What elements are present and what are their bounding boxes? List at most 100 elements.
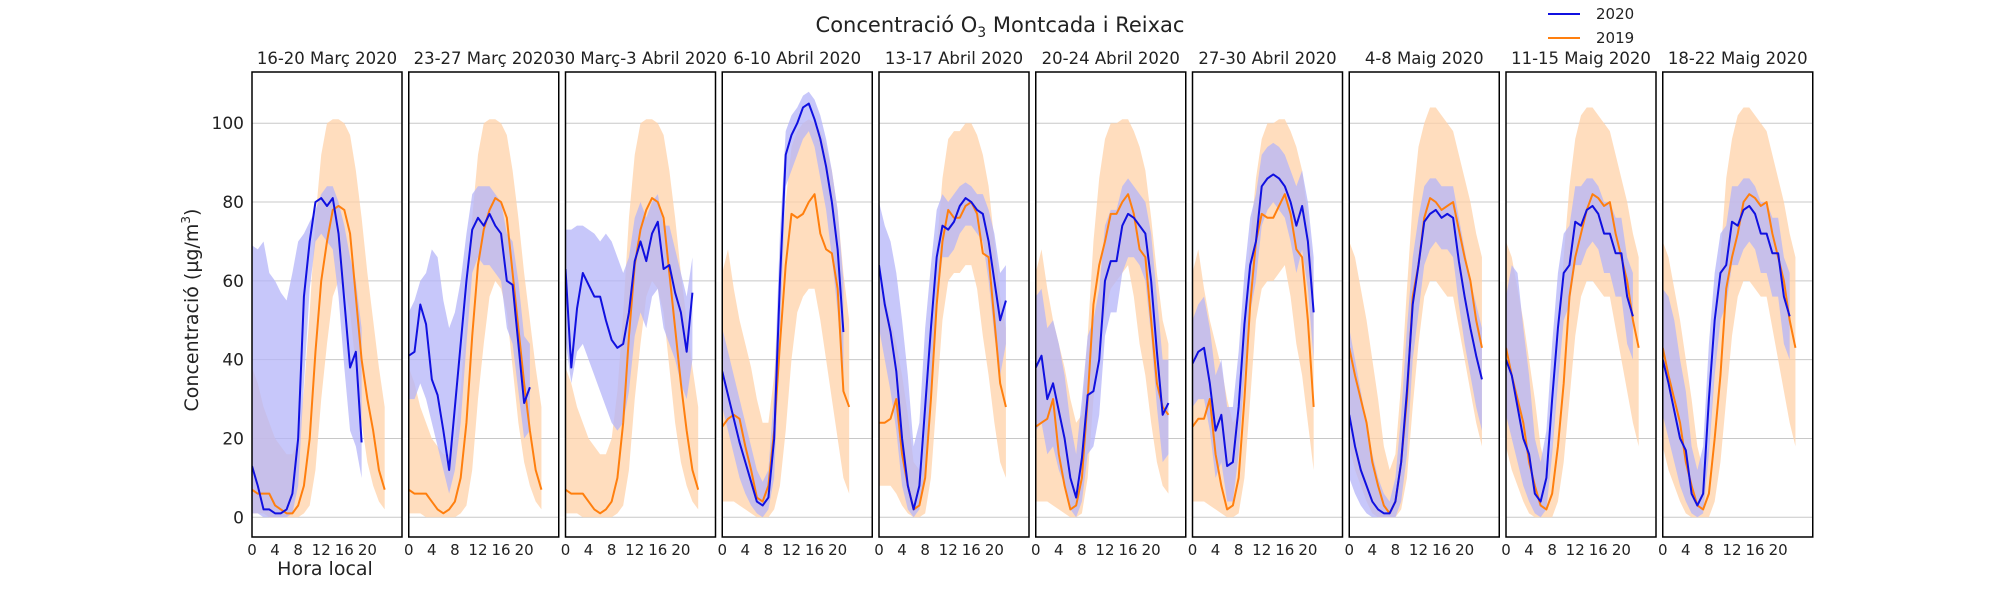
x-tick-label: 0 [404,541,414,559]
band-2020 [252,186,362,518]
x-tick-label: 16 [1119,541,1138,559]
band-2020 [408,186,530,494]
x-tick-label: 4 [1368,541,1378,559]
panel-8: 4-8 Maig 2020 0 4 8 12 16 20 [1344,49,1500,559]
x-tick-label: 12 [1566,541,1585,559]
band-2020 [879,182,1006,518]
band-2020 [1035,178,1169,518]
y-tick-label: 40 [222,351,244,371]
x-tick-label: 4 [1054,541,1064,559]
x-tick-label: 0 [1658,541,1668,559]
x-tick-label: 20 [828,541,847,559]
panel-frame [878,71,1030,538]
panel-frame [1505,71,1657,538]
band-2019 [408,119,542,518]
line-2020 [1192,173,1315,468]
x-tick-label: 20 [515,541,534,559]
x-tick-label: 16 [805,541,824,559]
band-2019 [1192,119,1314,518]
panel-plot-area [1506,107,1656,518]
panel-frame [721,71,873,538]
panel-plot-area [1349,107,1500,518]
y-axis-label: Concentració (µg/m3) [179,209,203,412]
y-tick-label: 0 [233,508,244,528]
x-tick-label: 8 [1234,541,1244,559]
panel-title: 23-27 Març 2020 [414,49,554,68]
x-tick-label: 20 [671,541,690,559]
x-tick-label: 16 [1589,541,1608,559]
y-tick-label: 100 [212,114,244,134]
x-tick-label: 8 [293,541,303,559]
x-tick-label: 4 [427,541,437,559]
x-tick-label: 0 [1501,541,1511,559]
x-tick-label: 8 [450,541,460,559]
x-tick-label: 8 [764,541,774,559]
panel-plot-area [565,119,716,518]
panel-plot-area [722,91,873,518]
panel-title: 20-24 Abril 2020 [1042,49,1180,68]
x-tick-label: 12 [1722,541,1741,559]
x-tick-label: 12 [468,541,487,559]
panel-frame [1348,71,1500,538]
x-tick-label: 0 [1031,541,1041,559]
panel-9: 11-15 Maig 2020 0 4 8 12 16 20 [1501,49,1657,559]
x-tick-label: 8 [920,541,930,559]
x-axis-label: Hora local [277,558,373,580]
x-tick-label: 0 [561,541,571,559]
panel-title: 13-17 Abril 2020 [885,49,1023,68]
panel-frame [251,71,403,538]
x-tick-label: 20 [1769,541,1788,559]
legend: 2020 2019 [1548,5,1634,47]
legend-label: 2019 [1596,29,1634,47]
x-tick-label: 12 [312,541,331,559]
x-tick-label: 8 [1547,541,1557,559]
x-tick-label: 4 [1524,541,1534,559]
x-tick-label: 20 [1298,541,1317,559]
panel-title: 11-15 Maig 2020 [1511,49,1651,68]
line-2020 [1349,208,1483,515]
line-2019 [565,197,700,515]
y-axis-label-group: Concentració (µg/m3) [179,209,203,412]
legend-label: 2020 [1596,5,1634,23]
y-tick-label: 20 [222,429,244,449]
x-tick-label: 16 [492,541,511,559]
band-2020 [1506,178,1633,518]
panel-4: 6-10 Abril 2020 0 4 8 12 16 20 [717,49,873,559]
x-tick-label: 8 [607,541,617,559]
chart-title-subscript: 3 [977,25,986,41]
x-tick-label: 12 [782,541,801,559]
x-tick-label: 20 [1455,541,1474,559]
x-tick-label: 8 [1704,541,1714,559]
panel-frame [1662,71,1814,538]
x-tick-label: 4 [584,541,594,559]
panel-frame [1191,71,1344,538]
panel-plot-area [879,122,1029,518]
panel-title: 30 Març-3 Abril 2020 [554,49,727,68]
x-tick-label: 16 [335,541,354,559]
line-2020 [879,197,1007,511]
panel-frame [564,71,717,538]
line-2020 [408,212,531,472]
x-tick-label: 0 [1188,541,1198,559]
line-2020 [722,102,845,507]
panel-7: 27-30 Abril 2020 0 4 8 12 16 20 [1188,49,1344,559]
x-tick-label: 12 [1409,541,1428,559]
line-2019 [252,204,386,515]
panel-1: 16-20 Març 2020 0 4 8 12 16 20 [247,49,403,559]
panel-plot-area [1192,119,1343,518]
panel-plot-area [408,119,559,518]
band-2020 [1192,142,1314,502]
y-axis-label-superscript: 3 [179,216,193,224]
line-2019 [1192,193,1315,511]
x-tick-label: 4 [897,541,907,559]
x-tick-label: 20 [1142,541,1161,559]
panel-plot-area [1035,119,1186,518]
panel-2: 23-27 Març 2020 0 4 8 12 16 20 [404,49,560,559]
x-tick-label: 12 [939,541,958,559]
x-tick-label: 12 [1252,541,1271,559]
y-tick-label: 80 [222,193,244,213]
